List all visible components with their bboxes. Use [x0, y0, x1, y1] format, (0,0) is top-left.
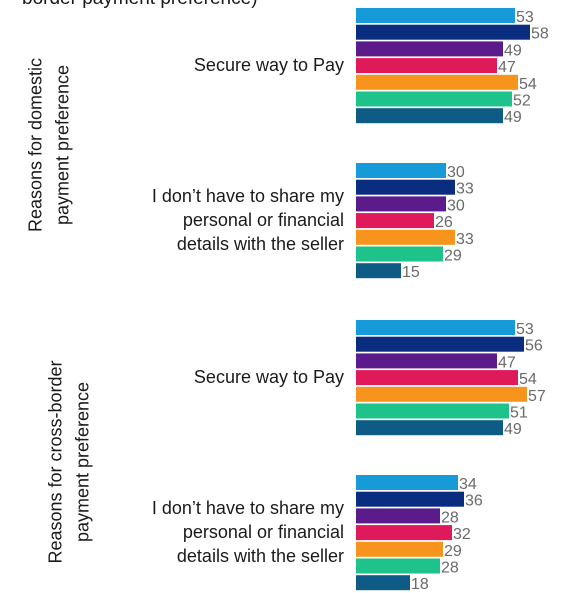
section-label-0-line-0: Reasons for domestic: [25, 58, 45, 232]
value-label-1-1-6: 18: [411, 576, 429, 593]
bar-1-1-3: [356, 525, 452, 541]
bar-0-0-2: [356, 41, 503, 57]
bar-0-1-1: [356, 179, 455, 195]
value-label-0-0-0: 53: [516, 9, 534, 26]
bar-0-1-2: [356, 196, 446, 212]
value-label-0-1-0: 30: [447, 164, 465, 181]
category-label-0-1-line-2: details with the seller: [177, 234, 344, 254]
value-label-0-1-5: 29: [444, 248, 462, 265]
bar-0-1-6: [356, 263, 401, 279]
bar-0-1-4: [356, 229, 455, 245]
bar-1-0-4: [356, 386, 527, 402]
value-label-1-1-4: 29: [444, 543, 462, 560]
value-label-1-1-3: 32: [453, 526, 471, 543]
category-label-1-1-line-1: personal or financial: [183, 522, 344, 542]
category-label-0-1-line-1: personal or financial: [183, 210, 344, 230]
value-label-0-1-4: 33: [456, 231, 474, 248]
category-label-1-0-line-0: Secure way to Pay: [194, 367, 344, 387]
value-label-0-0-1: 58: [531, 26, 549, 43]
bar-1-1-2: [356, 508, 440, 524]
section-label-0-line-1: payment preference: [52, 65, 72, 225]
value-label-0-0-2: 49: [504, 42, 522, 59]
bar-1-0-6: [356, 420, 503, 436]
category-label-0-0-line-0: Secure way to Pay: [194, 55, 344, 75]
bar-1-0-0: [356, 320, 515, 335]
value-label-1-1-0: 34: [459, 476, 477, 493]
bar-1-0-1: [356, 336, 524, 352]
bar-0-0-0: [356, 8, 515, 23]
value-label-1-0-3: 54: [519, 371, 537, 388]
clipped-header-text: border payment preference): [22, 0, 258, 10]
bar-0-0-1: [356, 24, 530, 40]
bar-0-0-4: [356, 74, 518, 90]
category-label-0-1-line-0: I don’t have to share my: [152, 186, 344, 206]
value-label-1-0-5: 51: [510, 405, 528, 422]
value-label-0-0-4: 54: [519, 76, 537, 93]
bar-0-1-5: [356, 246, 443, 262]
value-label-1-0-2: 47: [498, 354, 516, 371]
section-label-1-line-0: Reasons for cross-border: [45, 360, 65, 563]
value-label-0-0-6: 49: [504, 109, 522, 126]
value-label-1-0-6: 49: [504, 421, 522, 438]
value-label-0-0-3: 47: [498, 59, 516, 76]
value-label-0-1-6: 15: [402, 264, 420, 281]
bar-1-1-5: [356, 558, 440, 574]
value-label-1-1-2: 28: [441, 509, 459, 526]
bar-1-0-2: [356, 353, 497, 369]
bar-0-1-0: [356, 163, 446, 178]
bar-0-0-6: [356, 108, 503, 124]
section-label-1-line-1: payment preference: [72, 382, 92, 542]
value-label-0-0-5: 52: [513, 93, 531, 110]
bar-0-0-5: [356, 91, 512, 107]
bar-1-1-0: [356, 475, 458, 490]
category-label-1-1-line-0: I don’t have to share my: [152, 498, 344, 518]
bar-1-0-3: [356, 370, 518, 386]
category-label-1-1-line-2: details with the seller: [177, 546, 344, 566]
value-label-0-1-2: 30: [447, 197, 465, 214]
bar-1-1-1: [356, 491, 464, 507]
bar-0-1-3: [356, 213, 434, 229]
value-label-1-1-5: 28: [441, 560, 459, 577]
value-label-1-0-1: 56: [525, 338, 543, 355]
value-label-1-0-4: 57: [528, 388, 546, 405]
bar-1-1-6: [356, 575, 410, 591]
bar-1-1-4: [356, 541, 443, 557]
bar-1-0-5: [356, 403, 509, 419]
value-label-1-1-1: 36: [465, 493, 483, 510]
value-label-0-1-1: 33: [456, 181, 474, 198]
value-label-1-0-0: 53: [516, 321, 534, 338]
bar-0-0-3: [356, 58, 497, 74]
value-label-0-1-3: 26: [435, 214, 453, 231]
